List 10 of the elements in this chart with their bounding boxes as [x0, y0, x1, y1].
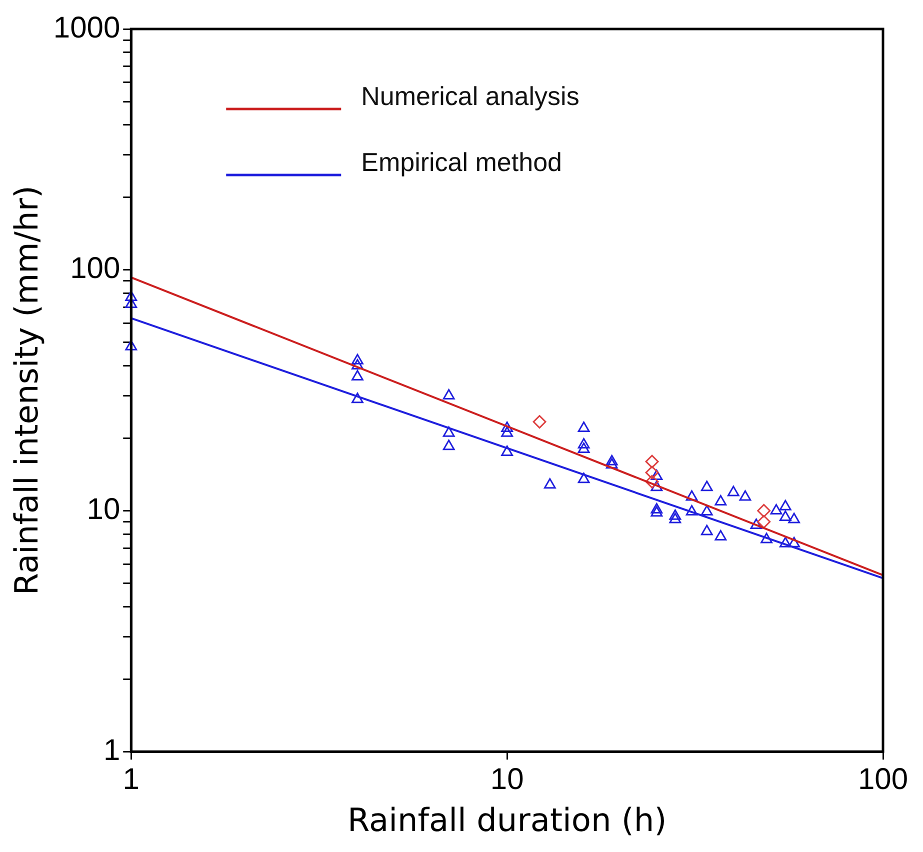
x-tick-label: 10: [490, 762, 524, 796]
y-axis-title: Rainfall intensity (mm/hr): [8, 186, 46, 596]
x-axis-title: Rainfall duration (h): [347, 801, 667, 840]
legend-label: Numerical analysis: [361, 81, 580, 112]
y-tick-label: 100: [70, 252, 120, 286]
legend-label: Empirical method: [361, 147, 562, 178]
y-tick-label: 1000: [53, 11, 120, 44]
y-tick-label: 10: [86, 493, 120, 526]
x-tick-label: 100: [858, 762, 908, 796]
y-tick-label: 1: [103, 734, 120, 767]
